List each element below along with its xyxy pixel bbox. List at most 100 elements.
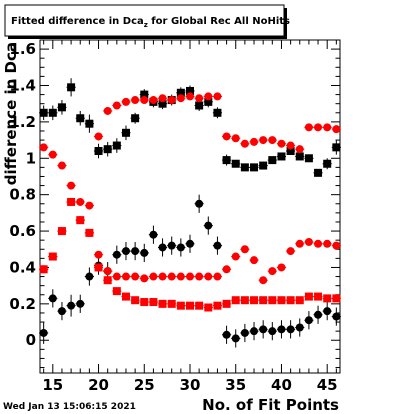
data-point-circle <box>158 272 167 281</box>
title-box-frame <box>4 4 285 37</box>
data-point-square <box>94 263 103 272</box>
data-point-square <box>204 303 213 312</box>
data-point-circle <box>332 125 341 134</box>
data-point-square <box>250 296 259 305</box>
y-axis-title: difference in Dca <box>2 42 20 185</box>
data-point-square <box>286 147 295 155</box>
data-point-circle <box>304 316 313 325</box>
data-point-square <box>204 97 213 106</box>
data-point-circle <box>268 136 277 145</box>
data-point-circle <box>140 96 149 105</box>
data-point-circle <box>250 137 259 146</box>
data-point-square <box>112 287 121 296</box>
data-point-circle <box>231 334 240 343</box>
data-point-square <box>213 301 222 310</box>
data-point-square <box>149 298 158 307</box>
data-point-square <box>85 228 94 237</box>
data-point-circle <box>131 96 140 105</box>
data-point-square <box>240 296 249 305</box>
data-point-circle <box>167 96 176 105</box>
series-0 <box>39 78 341 177</box>
y-tick-label: 0.2 <box>9 295 36 313</box>
data-point-square <box>140 90 149 99</box>
data-point-circle <box>204 221 213 230</box>
data-point-circle <box>67 301 76 310</box>
data-point-circle <box>259 276 268 285</box>
y-tick-label: 0.8 <box>9 186 36 204</box>
data-point-circle <box>277 325 286 334</box>
data-point-circle <box>268 267 277 276</box>
data-point-circle <box>323 307 332 316</box>
data-point-square <box>277 296 286 305</box>
data-point-circle <box>167 272 176 281</box>
data-point-circle <box>186 272 194 281</box>
data-point-circle <box>259 136 268 145</box>
x-axis-title: No. of Fit Points <box>202 396 339 414</box>
axis-ticks <box>40 39 340 373</box>
data-point-circle <box>121 247 130 256</box>
data-point-square <box>186 301 194 310</box>
y-tick-label: 0.6 <box>9 222 36 240</box>
data-point-circle <box>277 139 286 148</box>
data-point-circle <box>76 299 85 308</box>
data-point-circle <box>204 272 213 281</box>
data-point-circle <box>112 272 121 281</box>
data-point-circle <box>158 243 167 252</box>
series-4 <box>39 197 341 312</box>
data-point-circle <box>140 248 149 257</box>
data-point-circle <box>295 323 304 332</box>
data-point-square <box>323 294 332 303</box>
data-point-square <box>222 156 231 165</box>
data-point-circle <box>314 123 323 132</box>
x-tick-label: 35 <box>225 376 246 394</box>
data-point-square <box>131 114 140 123</box>
y-tick-label: 0 <box>26 331 36 349</box>
data-point-circle <box>167 241 176 250</box>
data-point-square <box>167 299 176 308</box>
series-1 <box>39 92 341 210</box>
data-point-square <box>195 101 204 110</box>
data-point-circle <box>332 241 341 250</box>
data-point-square <box>140 298 149 307</box>
data-point-square <box>76 216 85 225</box>
data-point-circle <box>131 247 140 256</box>
chart-title-main: Fitted difference in Dca <box>11 16 144 27</box>
data-point-circle <box>76 197 85 206</box>
data-point-circle <box>94 132 103 141</box>
data-point-circle <box>286 325 295 334</box>
data-point-square <box>231 296 240 305</box>
data-point-circle <box>176 243 185 252</box>
data-point-square <box>176 88 185 97</box>
data-point-circle <box>112 250 121 259</box>
data-point-square <box>85 119 94 128</box>
data-point-circle <box>48 150 57 159</box>
data-point-square <box>57 227 66 236</box>
data-point-square <box>158 299 167 308</box>
data-point-square <box>39 265 48 274</box>
data-point-square <box>103 276 112 285</box>
data-point-circle <box>158 94 167 103</box>
data-point-circle <box>222 265 231 274</box>
data-point-circle <box>222 132 231 141</box>
data-point-circle <box>314 239 323 248</box>
data-point-circle <box>268 327 277 336</box>
data-point-square <box>67 197 76 206</box>
data-point-square <box>131 296 140 305</box>
data-point-circle <box>85 201 94 210</box>
tick-labels: 15 20 25 30 35 40 45 0 0.2 0.4 0.6 0.8 1 1.2 1.4 1.6 <box>9 40 337 394</box>
data-point-circle <box>149 272 158 281</box>
data-point-square <box>176 301 185 310</box>
x-tick-label: 20 <box>88 376 109 394</box>
data-point-circle <box>250 327 259 336</box>
data-point-circle <box>39 328 48 337</box>
chart-title-suffix: for Global Rec All NoHits <box>148 16 290 27</box>
data-point-circle <box>231 134 240 143</box>
footer-timestamp: Wed Jan 13 15:06:15 2021 <box>3 402 136 412</box>
data-point-square <box>268 156 277 165</box>
data-point-square <box>295 152 304 161</box>
data-point-circle <box>121 97 130 106</box>
data-point-circle <box>103 106 112 115</box>
data-point-circle <box>213 272 222 281</box>
data-point-square <box>112 141 121 150</box>
data-point-square <box>222 299 231 308</box>
